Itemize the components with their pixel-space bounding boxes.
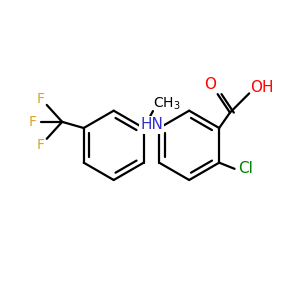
Text: Cl: Cl [238, 161, 253, 176]
Text: F: F [37, 138, 45, 152]
Text: F: F [29, 115, 37, 129]
Text: OH: OH [250, 80, 273, 95]
Text: HN: HN [140, 117, 163, 132]
Text: CH$_3$: CH$_3$ [153, 95, 181, 112]
Text: O: O [204, 77, 216, 92]
Text: F: F [37, 92, 45, 106]
